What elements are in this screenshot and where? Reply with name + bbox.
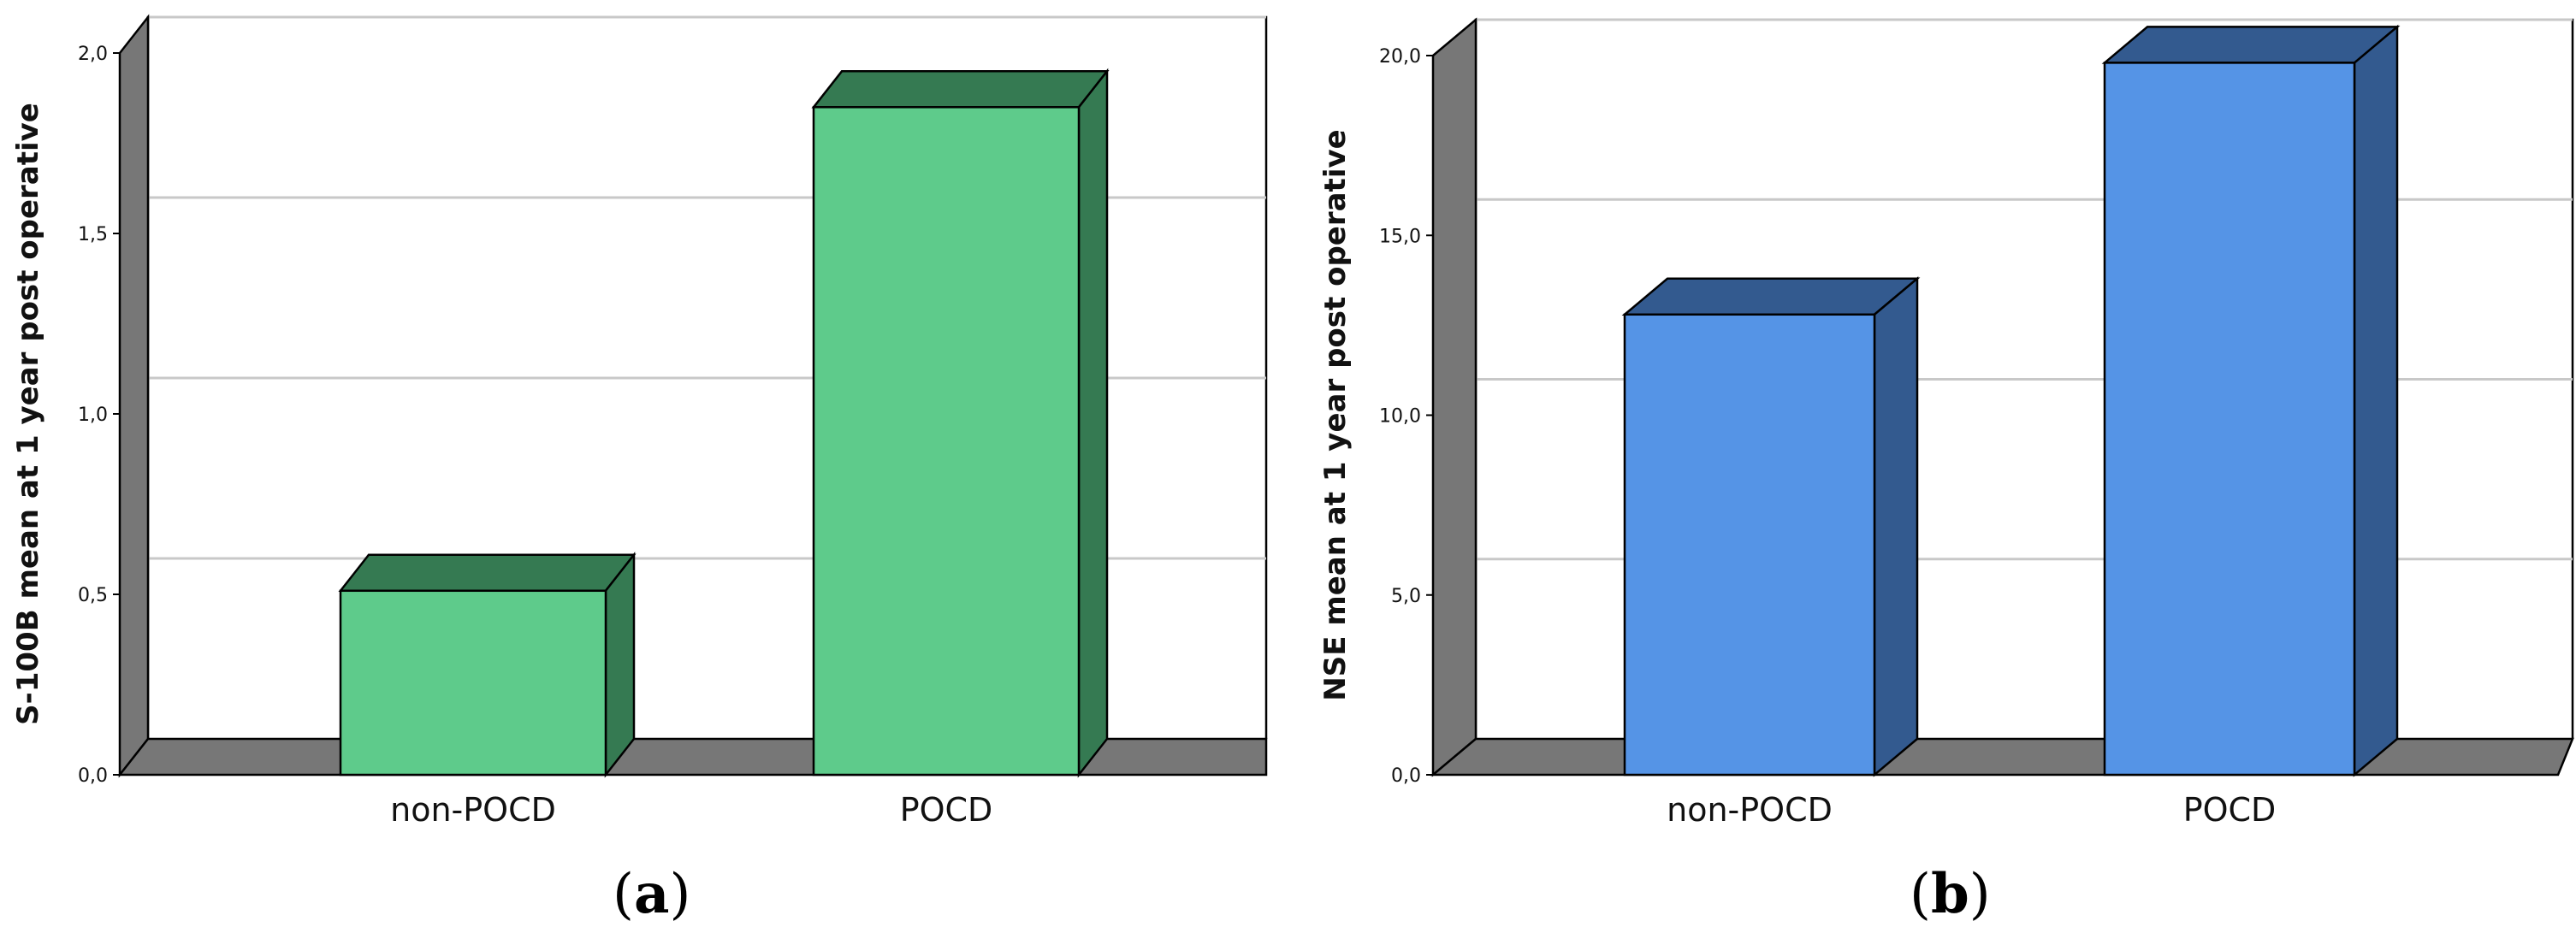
caption-a-letter: a xyxy=(633,862,670,926)
bar-front-face xyxy=(1623,313,1876,777)
bar-non-pocd xyxy=(338,552,637,778)
bar-pocd xyxy=(2101,24,2401,777)
y-tick-label: 5,0 xyxy=(1391,586,1421,607)
bar-side-face xyxy=(1873,276,1919,777)
caption-b-close: ) xyxy=(1969,863,1991,926)
y-tick-label: 0,0 xyxy=(1391,765,1421,787)
bar-pocd xyxy=(811,68,1110,778)
side-wall xyxy=(118,14,150,778)
y-tick-label: 0,5 xyxy=(78,585,108,606)
bar-top-face xyxy=(2101,26,2401,64)
chart-panel-b: 0,0 5,0 10,0 15,0 20,0 NSE mean at 1 year pos… xyxy=(1292,0,2575,859)
caption-b-letter: b xyxy=(1930,862,1969,926)
y-axis-label: NSE mean at 1 year post operative xyxy=(1318,129,1353,700)
y-tick-label: 20,0 xyxy=(1379,46,1421,68)
caption-a: (a) xyxy=(613,862,690,926)
floor xyxy=(1430,737,2574,777)
bar-top-face xyxy=(811,70,1110,109)
chart-a: 0,0 0,5 1,0 1,5 2,0 S-100B mean at 1 year pos… xyxy=(11,14,1268,829)
caption-a-close: ) xyxy=(669,863,691,926)
bar-front-face xyxy=(812,106,1081,777)
y-tick-label: 15,0 xyxy=(1379,226,1421,247)
bar-top-face xyxy=(1621,277,1921,316)
x-category-label: POCD xyxy=(900,791,993,829)
x-category-label: non-POCD xyxy=(390,791,556,829)
bar-side-face xyxy=(2353,24,2399,777)
y-tick-label: 1,0 xyxy=(78,404,108,426)
caption-b: (b) xyxy=(1910,862,1991,926)
x-category-label: non-POCD xyxy=(1667,791,1833,829)
bar-side-face xyxy=(604,552,636,778)
bar-non-pocd xyxy=(1621,276,1921,777)
side-wall xyxy=(1431,17,1477,777)
chart-panel-a: 0,0 0,5 1,0 1,5 2,0 S-100B mean at 1 year pos… xyxy=(0,0,1283,859)
chart-b: 0,0 5,0 10,0 15,0 20,0 NSE mean at 1 year pos… xyxy=(1318,17,2574,829)
bar-front-face xyxy=(339,589,607,777)
y-tick-label: 10,0 xyxy=(1379,406,1421,428)
x-category-label: POCD xyxy=(2183,791,2277,829)
bar-front-face xyxy=(2103,62,2356,777)
y-tick-label: 1,5 xyxy=(78,224,108,245)
y-axis-label: S-100B mean at 1 year post operative xyxy=(11,103,45,725)
bar-side-face xyxy=(1077,68,1109,778)
y-tick-label: 2,0 xyxy=(78,44,108,65)
bar-top-face xyxy=(338,553,637,593)
caption-b-open: ( xyxy=(1910,863,1931,926)
caption-a-open: ( xyxy=(613,863,634,926)
y-tick-label: 0,0 xyxy=(78,765,108,787)
